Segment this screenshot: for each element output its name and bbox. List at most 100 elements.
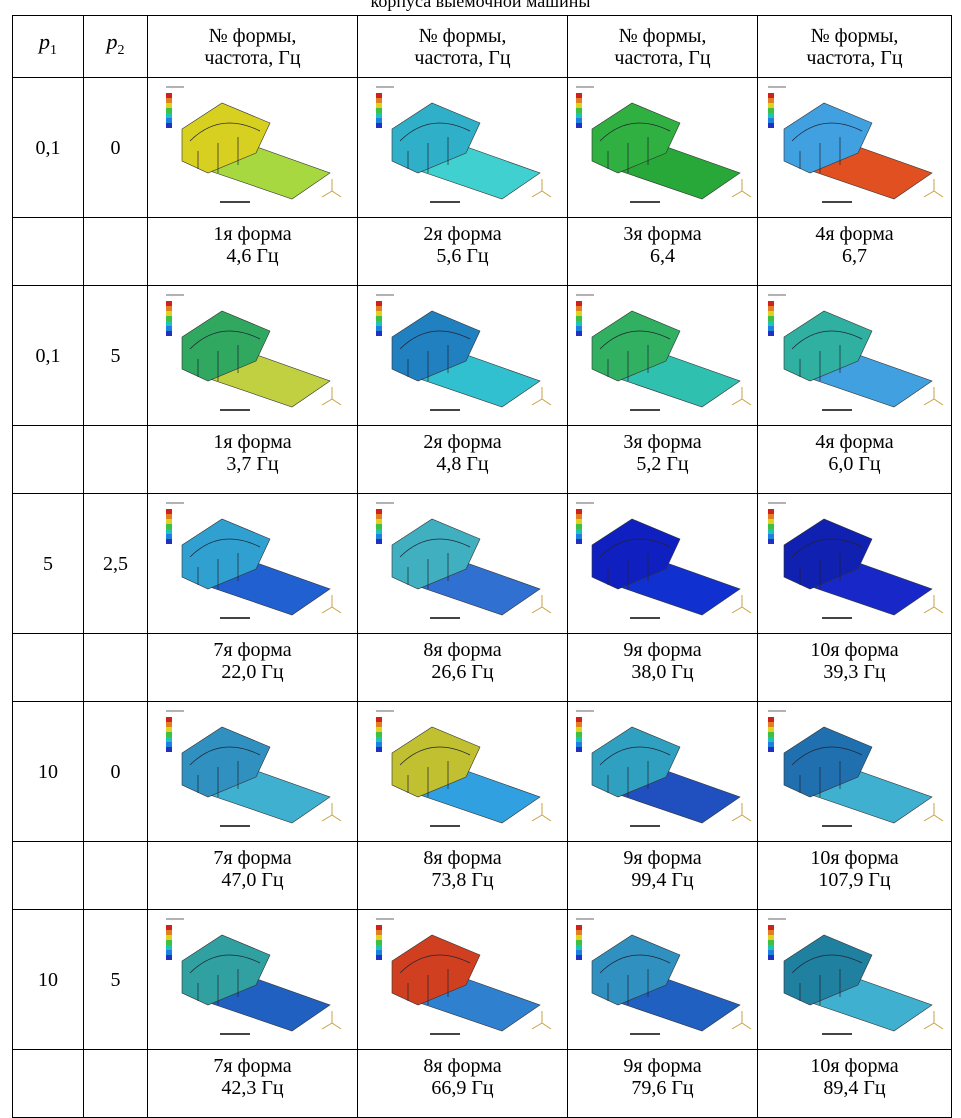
legend-swatch <box>576 93 582 98</box>
frequency: 99,4 Гц <box>631 869 694 891</box>
mode-cell: 9я форма 99,4 Гц <box>567 841 758 910</box>
body-arch <box>391 518 481 590</box>
arch-ribs <box>599 746 671 797</box>
axis-triad <box>923 803 944 822</box>
image-cell <box>567 493 758 634</box>
empty-cell <box>83 1049 148 1118</box>
empty-cell <box>83 841 148 910</box>
legend-swatch <box>376 722 382 727</box>
legend-swatch <box>768 514 774 519</box>
legend-swatch <box>576 331 582 336</box>
legend-swatch <box>376 108 382 113</box>
label-row: 7я форма 47,0 Гц 8я форма 73,8 Гц 9я форма 99… <box>12 841 952 910</box>
legend-swatch <box>376 331 382 336</box>
image-cell <box>147 285 358 426</box>
legend-swatch <box>166 514 172 519</box>
mode-name: 9я форма <box>623 847 702 869</box>
p1-cell: 5 <box>12 493 84 634</box>
frequency: 42,3 Гц <box>221 1077 284 1099</box>
legend-swatch <box>576 539 582 544</box>
axis-triad <box>923 595 944 614</box>
mode-name: 7я форма <box>213 1055 292 1077</box>
legend-swatch <box>576 103 582 108</box>
header-cell: p2 <box>83 15 148 78</box>
legend-swatch <box>376 118 382 123</box>
legend-swatch <box>376 925 382 930</box>
p2-cell: 5 <box>83 285 148 426</box>
legend-swatch <box>166 326 172 331</box>
caption: корпуса выемочной машины <box>370 0 591 11</box>
legend-swatch <box>576 306 582 311</box>
legend-swatch <box>576 717 582 722</box>
legend-swatch <box>576 742 582 747</box>
header-cell: № формы, частота, Гц <box>147 15 358 78</box>
legend-swatch <box>376 321 382 326</box>
body-arch <box>591 518 681 590</box>
mode-cell: 4я форма 6,0 Гц <box>757 425 952 494</box>
legend-swatch <box>576 955 582 960</box>
empty-cell <box>83 425 148 494</box>
legend-swatch <box>576 113 582 118</box>
fem-image <box>166 294 342 411</box>
index: 1 <box>50 43 57 58</box>
legend-swatch <box>166 118 172 123</box>
legend-swatch <box>576 732 582 737</box>
arch-ribs <box>791 746 863 797</box>
legend-swatch <box>576 519 582 524</box>
mode-name: 8я форма <box>423 847 502 869</box>
arch-ribs <box>189 122 261 173</box>
empty-cell <box>12 217 84 286</box>
legend-swatch <box>576 925 582 930</box>
body-arch <box>391 934 481 1006</box>
legend-swatch <box>166 321 172 326</box>
legend-swatch <box>166 742 172 747</box>
legend-swatch <box>166 524 172 529</box>
arch-ribs <box>599 954 671 1005</box>
frequency: 107,9 Гц <box>818 869 891 891</box>
legend-swatch <box>376 747 382 752</box>
legend-swatch <box>166 539 172 544</box>
arch-ribs <box>599 330 671 381</box>
arch-ribs <box>189 330 261 381</box>
body-arch <box>783 310 873 382</box>
mode-cell: 7я форма 47,0 Гц <box>147 841 358 910</box>
axis-triad <box>531 179 552 198</box>
axis-triad <box>321 387 342 406</box>
page: корпуса выемочной машины p1 p2 № формы, ч… <box>12 0 952 1118</box>
empty-cell <box>12 425 84 494</box>
image-cell <box>757 493 952 634</box>
body-arch <box>591 102 681 174</box>
legend-swatch <box>576 737 582 742</box>
legend-swatch <box>576 509 582 514</box>
label-row: 1я форма 4,6 Гц 2я форма 5,6 Гц 3я форма 6,4 4… <box>12 217 952 286</box>
mode-name: 2я форма <box>423 431 502 453</box>
p2-cell: 0 <box>83 701 148 842</box>
frequency: 39,3 Гц <box>823 661 886 683</box>
image-row: 10 5 <box>12 909 952 1050</box>
image-row: 5 2,5 <box>12 493 952 634</box>
image-cell <box>147 493 358 634</box>
legend-swatch <box>768 321 774 326</box>
mode-cell: 9я форма 38,0 Гц <box>567 633 758 702</box>
legend-swatch <box>376 935 382 940</box>
p2-cell: 0 <box>83 77 148 218</box>
header-line: частота, Гц <box>204 46 301 69</box>
mode-name: 10я форма <box>810 847 899 869</box>
p1-cell: 10 <box>12 909 84 1050</box>
frequency: 73,8 Гц <box>431 869 494 891</box>
mode-name: 2я форма <box>423 223 502 245</box>
legend-swatch <box>166 108 172 113</box>
legend-swatch <box>166 113 172 118</box>
body-arch <box>783 726 873 798</box>
body-arch <box>181 102 271 174</box>
frequency: 6,0 Гц <box>828 453 881 475</box>
fem-image <box>376 710 552 827</box>
legend-swatch <box>768 93 774 98</box>
fem-image <box>376 86 552 203</box>
legend-swatch <box>768 316 774 321</box>
fem-image <box>768 918 944 1035</box>
legend-swatch <box>166 747 172 752</box>
mode-name: 8я форма <box>423 1055 502 1077</box>
legend-swatch <box>576 727 582 732</box>
axis-triad <box>321 1011 342 1030</box>
